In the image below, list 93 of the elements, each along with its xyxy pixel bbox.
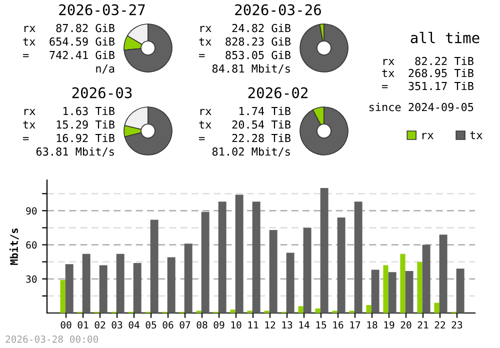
text: tx 20.54 TiB [199, 120, 290, 129]
chart-title: 2026-02 [248, 87, 308, 98]
bar [337, 218, 346, 313]
bar [320, 188, 328, 313]
bar [99, 265, 108, 313]
y-tick-label: 90 [26, 207, 37, 215]
bar [201, 212, 210, 313]
y-axis-title: Mbit/s [9, 228, 19, 265]
text: n/a [96, 64, 114, 74]
x-tick-label: 05 [146, 321, 156, 329]
x-tick-label: 23 [452, 321, 462, 329]
bar [366, 305, 372, 313]
text: = 22.28 TiB [198, 134, 290, 142]
bar [383, 265, 388, 313]
text: rx 87.82 GiB [24, 24, 114, 32]
text: 81.02 Mbit/s [212, 147, 290, 157]
text: since 2024-09-05 [369, 102, 474, 112]
donut-slice [300, 106, 348, 156]
text: 2026-03-28 00:00 [6, 335, 98, 343]
text: tx 268.95 TiB [382, 68, 474, 78]
donut-slice [124, 106, 172, 156]
bar [456, 268, 464, 313]
x-tick-label: 04 [128, 321, 140, 329]
x-tick-label: 02 [94, 321, 106, 329]
x-tick-label: 11 [248, 321, 258, 328]
text: tx 828.23 GiB [199, 37, 290, 46]
text: rx 1.63 TiB [24, 106, 114, 116]
bar [65, 264, 74, 313]
bar [388, 272, 396, 313]
x-tick-label: 16 [333, 321, 344, 329]
legend-label: tx [470, 131, 482, 140]
x-tick-label: 19 [384, 321, 394, 329]
bar [167, 257, 176, 313]
bar [400, 254, 406, 313]
x-tick-label: 20 [400, 321, 412, 329]
bar [439, 234, 448, 313]
text: 84.81 Mbit/s [212, 64, 290, 74]
text: rx 82.22 TiB [383, 56, 474, 66]
bar [354, 202, 362, 313]
bar [286, 252, 294, 313]
chart-title: 2026-03 [72, 87, 132, 98]
donut-slice [300, 24, 348, 72]
bar [434, 302, 440, 313]
x-tick-label: 09 [214, 321, 224, 329]
bar [252, 202, 260, 313]
bar [218, 202, 226, 313]
x-tick-label: 01 [78, 321, 88, 329]
text: = 742.41 GiB [22, 50, 114, 60]
x-tick-label: 07 [180, 321, 190, 329]
x-tick-label: 12 [265, 321, 276, 328]
bar [150, 220, 158, 313]
bar [405, 270, 414, 313]
bar [60, 280, 66, 313]
x-tick-label: 15 [316, 321, 326, 329]
x-tick-label: 06 [162, 321, 174, 329]
y-tick-label: 30 [26, 275, 37, 283]
bar [315, 308, 320, 313]
bar [303, 228, 312, 313]
x-tick-label: 08 [196, 321, 208, 329]
bar [133, 262, 142, 313]
text: = 351.17 TiB [382, 82, 474, 90]
legend-label: rx [422, 132, 434, 140]
y-tick-label: 60 [26, 241, 37, 249]
text: = 853.05 GiB [198, 50, 290, 60]
x-tick-label: 17 [350, 321, 360, 328]
bar [235, 194, 244, 313]
bar [269, 230, 278, 313]
text: 63.81 Mbit/s [36, 147, 114, 157]
bar [371, 270, 380, 313]
bar [184, 244, 192, 313]
bar [298, 306, 304, 313]
x-tick-label: 14 [299, 321, 310, 328]
x-tick-label: 18 [367, 321, 378, 329]
x-tick-label: 21 [418, 321, 428, 328]
text: rx 24.82 GiB [200, 24, 290, 32]
bar [116, 254, 124, 313]
bar [422, 244, 430, 313]
text: rx 1.74 TiB [200, 106, 290, 116]
x-tick-label: 03 [112, 321, 122, 329]
x-tick-label: 22 [434, 321, 446, 328]
donut-slice [124, 24, 172, 72]
bar [230, 310, 236, 313]
bar [82, 254, 90, 313]
x-tick-label: 10 [231, 321, 242, 329]
text: = 16.92 TiB [22, 134, 114, 142]
x-tick-label: 00 [60, 321, 72, 329]
text: tx 654.59 GiB [23, 37, 114, 46]
x-tick-label: 13 [282, 321, 292, 329]
chart-title: 2026-03-27 [59, 4, 145, 16]
text: all time [410, 32, 480, 44]
chart-title: 2026-03-26 [235, 4, 321, 16]
text: tx 15.29 TiB [23, 120, 114, 129]
bar [417, 262, 422, 313]
